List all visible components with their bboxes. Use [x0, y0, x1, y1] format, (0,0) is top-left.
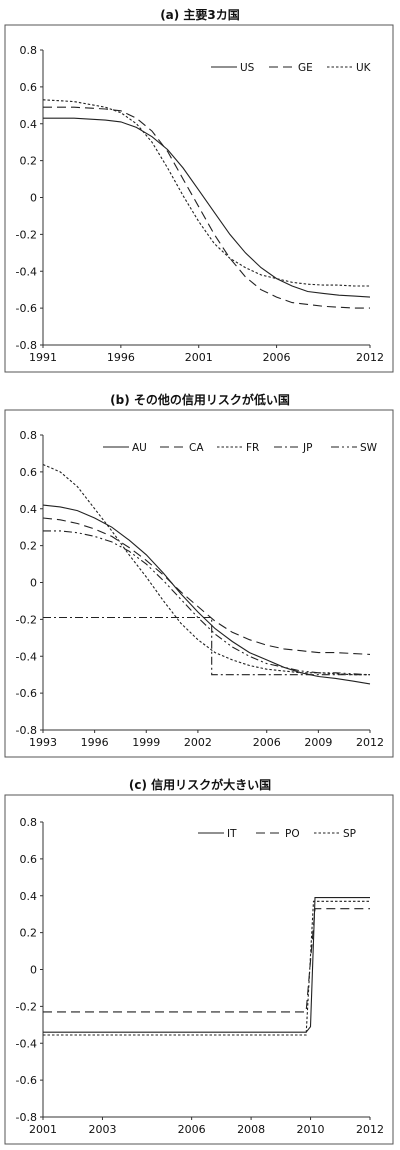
x-tick-label: 2012	[356, 351, 384, 364]
x-tick-label: 1996	[107, 351, 135, 364]
y-tick-label: -0.4	[16, 265, 37, 278]
x-tick-label: 2001	[29, 1123, 57, 1136]
series-line-ca	[42, 517, 371, 655]
x-tick-label: 2006	[178, 1123, 206, 1136]
y-tick-label: -0.8	[16, 1111, 37, 1124]
legend-label: AU	[132, 442, 147, 454]
y-tick-label: -0.8	[16, 339, 37, 352]
y-tick-label: 0.8	[20, 816, 38, 829]
x-tick-label: 2002	[184, 736, 212, 749]
y-tick-label: 0.6	[20, 853, 38, 866]
y-tick-label: 0	[30, 192, 37, 205]
x-tick-label: 2012	[356, 1123, 384, 1136]
chart-frame	[4, 409, 394, 758]
x-tick-label: 2010	[297, 1123, 325, 1136]
series-line-it	[43, 897, 370, 1033]
legend-label: SP	[343, 828, 356, 840]
y-tick-label: -0.2	[16, 613, 37, 626]
y-tick-label: -0.6	[16, 302, 37, 315]
y-tick-label: 0	[30, 577, 37, 590]
y-tick-label: 0.2	[20, 155, 38, 168]
y-tick-label: 0.2	[20, 540, 38, 553]
y-tick-label: -0.6	[16, 687, 37, 700]
y-tick-label: 0.6	[20, 81, 38, 94]
chart-frame	[4, 794, 394, 1145]
chart-title: (c) 信用リスクが大きい国	[128, 778, 272, 792]
series-line-jp	[43, 616, 370, 676]
x-tick-label: 2012	[356, 736, 384, 749]
legend-label: JP	[302, 442, 312, 454]
y-tick-label: -0.2	[16, 1000, 37, 1013]
series-line-us	[43, 117, 371, 298]
series-line-au	[42, 504, 371, 685]
legend-label: IT	[227, 828, 237, 840]
y-tick-label: -0.4	[16, 650, 37, 663]
y-tick-label: 0.8	[20, 44, 38, 57]
chart-frame	[4, 24, 394, 373]
series-line-uk	[42, 99, 370, 287]
x-tick-label: 1993	[29, 736, 57, 749]
y-tick-label: -0.6	[16, 1074, 37, 1087]
legend-label: PO	[285, 828, 300, 840]
legend-label: FR	[246, 442, 259, 454]
x-tick-label: 2009	[304, 736, 332, 749]
series-line-po	[43, 908, 370, 1013]
x-tick-label: 1996	[81, 736, 109, 749]
y-tick-label: -0.4	[16, 1037, 37, 1050]
chart-panel-a: (a) 主要3カ国 0.8 0.6 0.4 0.2 0 -0.2 -0.4 -0.6 -0.8 1…	[0, 0, 400, 378]
legend-label: UK	[356, 62, 372, 74]
legend-label: SW	[360, 442, 378, 454]
chart-panel-b: (b) その他の信用リスクが低い国 0.8 0.6 0.4 0.2 0 -0.2 -0.4 -…	[0, 385, 400, 763]
x-tick-label: 2008	[237, 1123, 265, 1136]
legend-label: GE	[298, 62, 313, 74]
y-tick-label: 0	[30, 964, 37, 977]
y-tick-label: 0.4	[20, 890, 38, 903]
chart-panel-c: (c) 信用リスクが大きい国 0.8 0.6 0.4 0.2 0 -0.2 -0.4 -0.6…	[0, 770, 400, 1150]
x-tick-label: 2003	[88, 1123, 116, 1136]
y-tick-label: -0.2	[16, 228, 37, 241]
series-line-fr	[42, 463, 370, 676]
x-tick-label: 2001	[185, 351, 213, 364]
x-tick-label: 1999	[132, 736, 160, 749]
series-line-ge	[43, 106, 370, 309]
chart-title: (a) 主要3カ国	[160, 8, 240, 22]
y-tick-label: 0.8	[20, 429, 38, 442]
legend-label: CA	[189, 442, 204, 454]
y-tick-label: 0.2	[20, 927, 38, 940]
series-line-sp	[43, 900, 370, 1036]
y-tick-label: 0.6	[20, 466, 38, 479]
y-tick-label: 0.4	[20, 503, 38, 516]
series-line-sw	[43, 530, 371, 676]
x-tick-label: 2006	[263, 351, 291, 364]
x-tick-label: 1991	[29, 351, 57, 364]
y-tick-label: -0.8	[16, 724, 37, 737]
x-tick-label: 2006	[253, 736, 281, 749]
legend-label: US	[240, 62, 255, 74]
chart-title: (b) その他の信用リスクが低い国	[110, 393, 290, 407]
y-tick-label: 0.4	[20, 118, 38, 131]
